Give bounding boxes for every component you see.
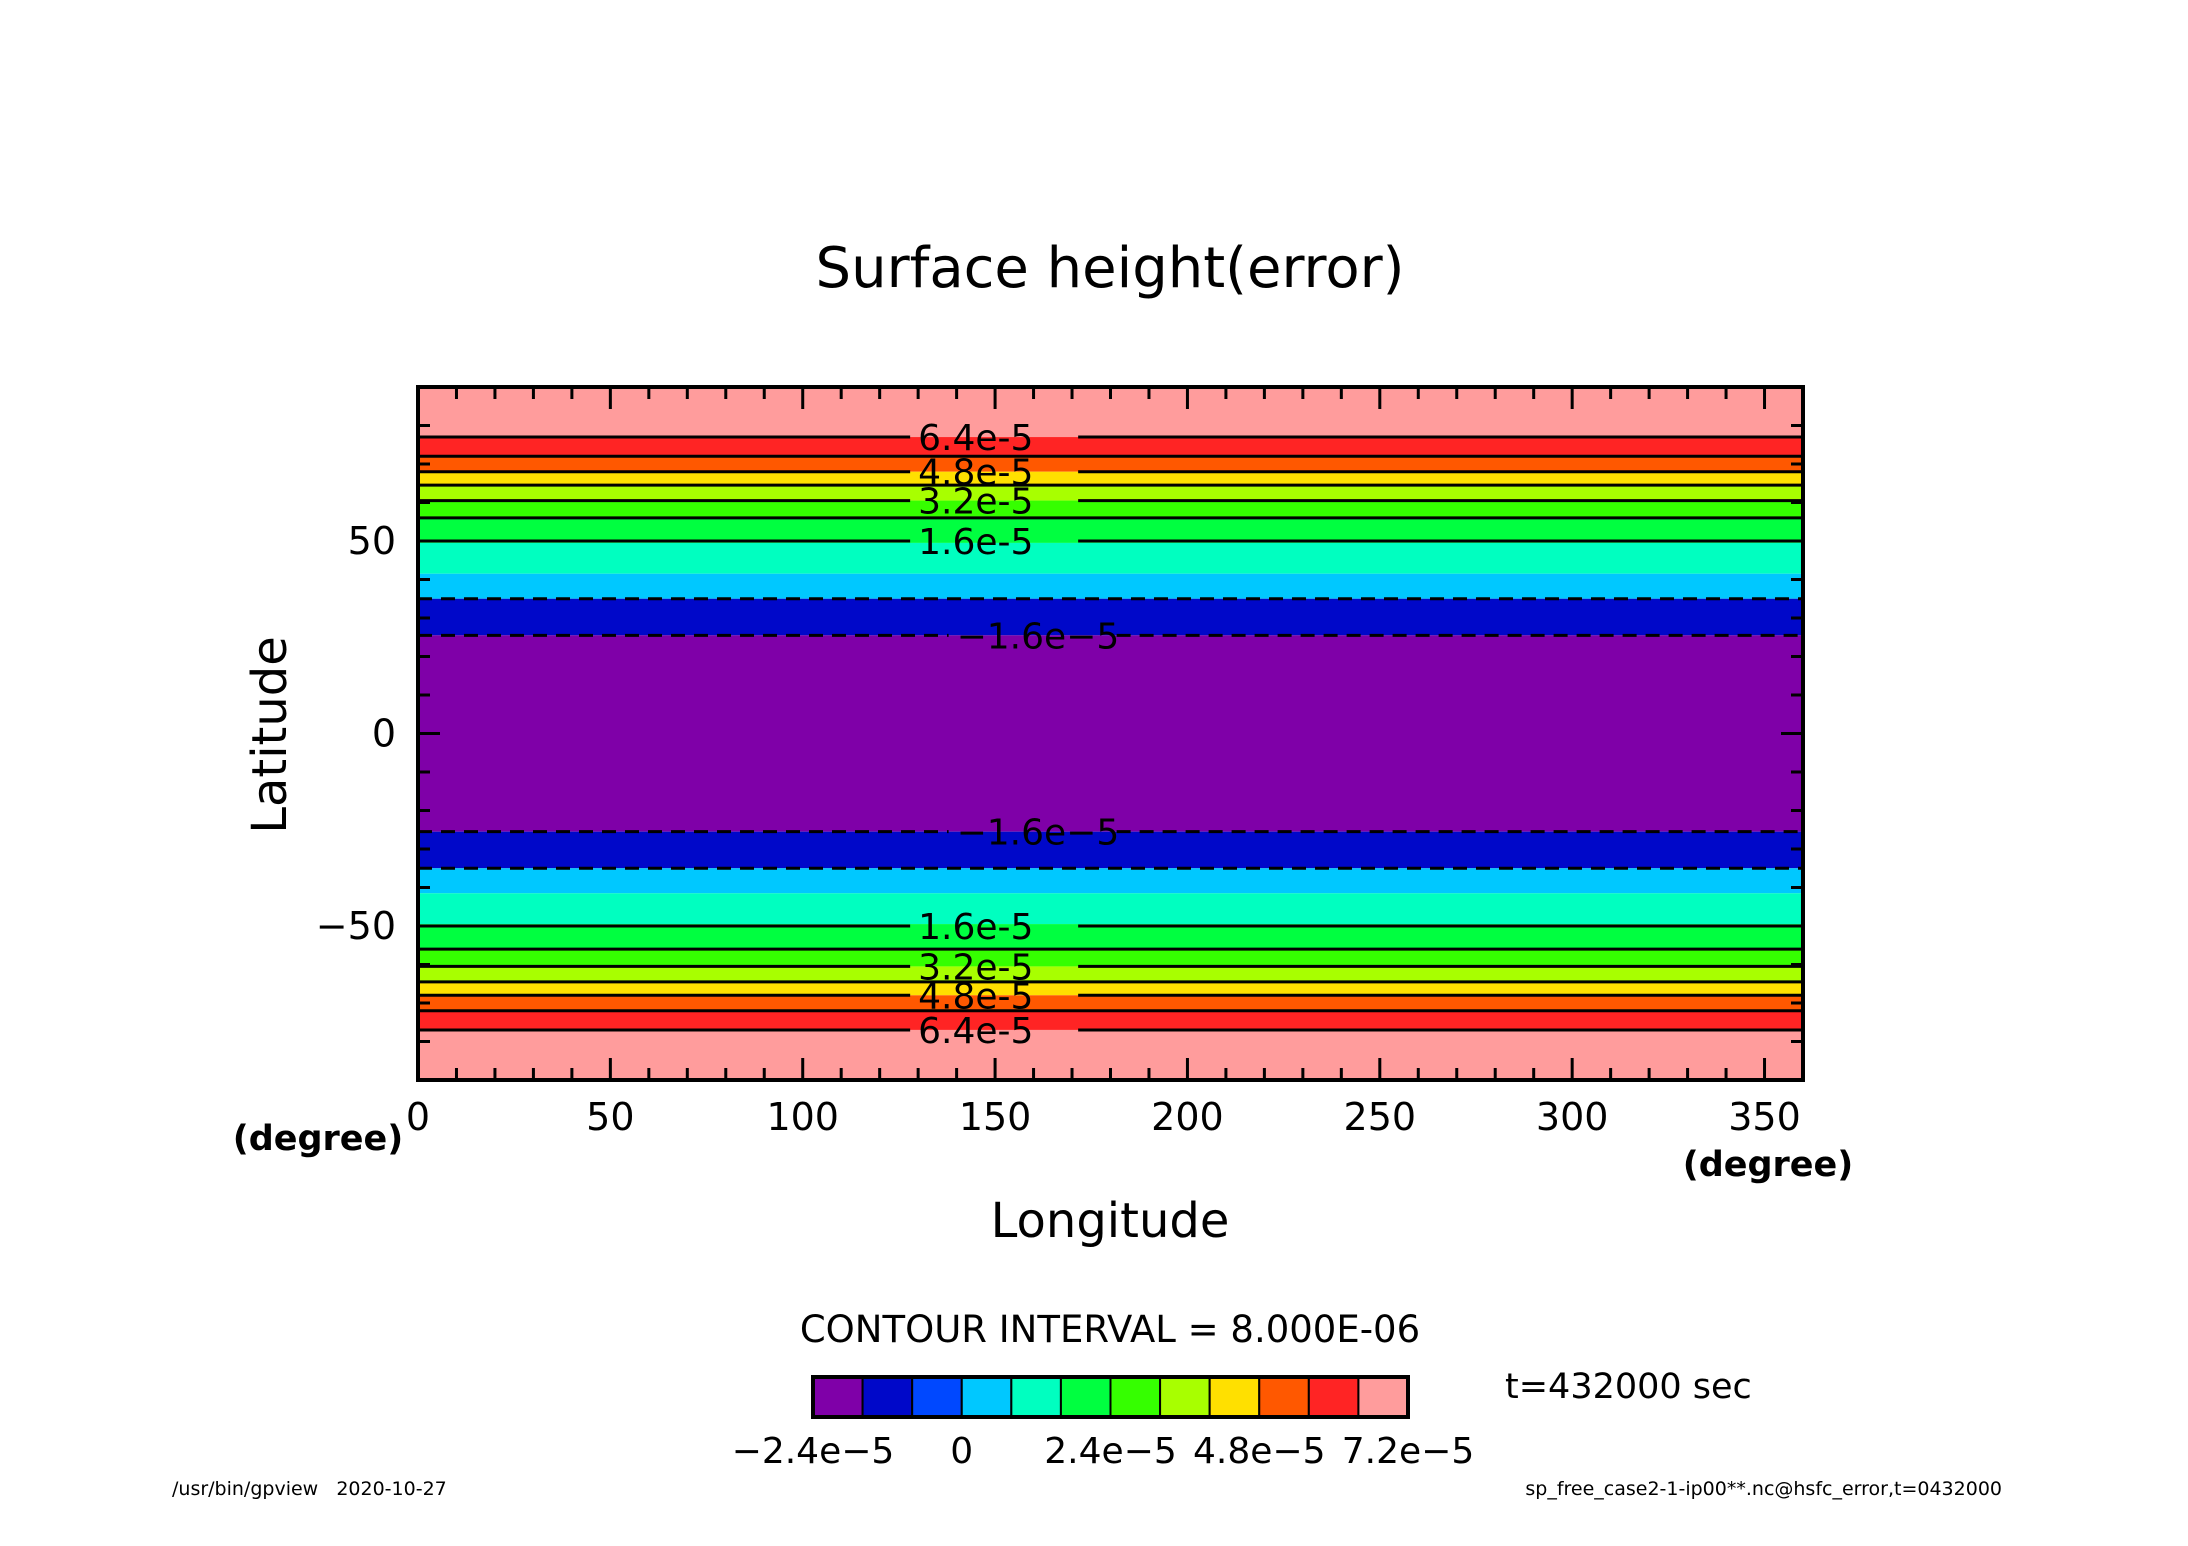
x-tick-label: 350	[1728, 1095, 1801, 1139]
x-tick-label: 50	[586, 1095, 634, 1139]
band	[418, 471, 1803, 486]
contour-label: 3.2e-5	[918, 482, 1033, 523]
colorbar-cell	[1258, 1376, 1310, 1418]
chart-title: Surface height(error)	[816, 236, 1405, 301]
contour-label: 3.2e-5	[918, 947, 1033, 988]
band	[418, 635, 1803, 832]
band	[418, 949, 1803, 967]
colorbar-cell	[861, 1376, 914, 1418]
contour-labels: 6.4e-54.8e-53.2e-51.6e-5−1.6e−5−1.6e−51.…	[918, 418, 1119, 1052]
colorbar-frame	[811, 1375, 1410, 1419]
x-axis-label: Longitude	[991, 1193, 1230, 1249]
colorbar-cell	[1059, 1376, 1112, 1418]
axis-ticks	[416, 385, 1805, 1082]
colorbar-cell	[1010, 1376, 1062, 1418]
band	[418, 437, 1803, 457]
footer-left: /usr/bin/gpview 2020-10-27	[172, 1478, 447, 1500]
footer-right: sp_free_case2-1-ip00**.nc@hsfc_error,t=0…	[1525, 1478, 2002, 1500]
x-tick-labels: 0 50 100 150 200 250 300 350	[406, 1095, 1801, 1139]
contour-label: 4.8e-5	[918, 976, 1033, 1017]
contour-interval-text: CONTOUR INTERVAL = 8.000E-06	[800, 1308, 1420, 1351]
band	[418, 966, 1803, 982]
contour-label: −1.6e−5	[957, 616, 1120, 657]
colorbar-label: 2.4e−5	[1044, 1431, 1176, 1472]
contour-label: 4.8e-5	[918, 453, 1033, 494]
colorbar-cell	[1307, 1376, 1360, 1418]
y-tick-labels: −50 0 50	[316, 519, 396, 948]
band	[418, 542, 1803, 574]
shaded-bands	[418, 387, 1803, 1080]
contour-lines	[418, 435, 1803, 1032]
band	[418, 868, 1803, 894]
y-tick-label: −50	[316, 904, 396, 948]
contour-label: 1.6e-5	[918, 522, 1033, 563]
band	[418, 456, 1803, 472]
time-text: t=432000 sec	[1505, 1367, 1752, 1407]
colorbar-label: −2.4e−5	[732, 1431, 895, 1472]
colorbar-label: 4.8e−5	[1193, 1431, 1325, 1472]
band	[418, 500, 1803, 518]
contour-label: −1.6e−5	[957, 813, 1120, 854]
band	[418, 981, 1803, 996]
contour-label: 6.4e-5	[918, 418, 1033, 459]
colorbar-label: 7.2e−5	[1342, 1431, 1474, 1472]
colorbar-cell	[1159, 1376, 1211, 1418]
colorbar-cell	[1357, 1376, 1409, 1418]
colorbar-cell	[911, 1376, 963, 1418]
contour-label: 6.4e-5	[918, 1011, 1033, 1052]
band	[418, 1010, 1803, 1030]
x-axis-unit: (degree)	[1683, 1145, 1854, 1185]
band	[418, 831, 1803, 869]
colorbar-cell	[1109, 1376, 1162, 1418]
x-tick-label: 150	[959, 1095, 1032, 1139]
contour-label: 1.6e-5	[918, 907, 1033, 948]
x-tick-label: 200	[1151, 1095, 1224, 1139]
colorbar	[811, 1375, 1410, 1419]
x-tick-label: 300	[1536, 1095, 1609, 1139]
band	[418, 995, 1803, 1011]
y-tick-label: 50	[348, 519, 396, 563]
colorbar-label: 0	[950, 1431, 973, 1472]
band	[418, 517, 1803, 543]
y-tick-label: 0	[372, 712, 396, 756]
band	[418, 924, 1803, 950]
band	[418, 573, 1803, 599]
colorbar-cell	[1208, 1376, 1261, 1418]
x-tick-label: 0	[406, 1095, 430, 1139]
colorbar-labels: −2.4e−5 0 2.4e−5 4.8e−5 7.2e−5	[732, 1431, 1475, 1472]
x-tick-label: 100	[766, 1095, 839, 1139]
band	[418, 485, 1803, 501]
y-axis-unit: (degree)	[233, 1119, 404, 1159]
band	[418, 893, 1803, 925]
band	[418, 598, 1803, 636]
colorbar-cell	[812, 1376, 864, 1418]
y-axis-label: Latitude	[242, 636, 298, 834]
colorbar-cell	[960, 1376, 1013, 1418]
x-tick-label: 250	[1344, 1095, 1417, 1139]
